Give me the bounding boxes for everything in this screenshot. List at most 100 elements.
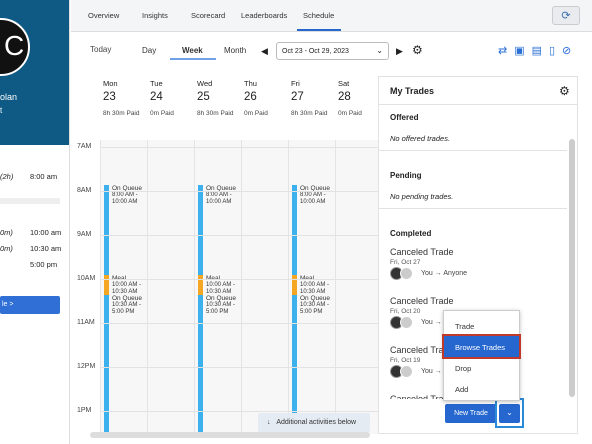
- event-title: Meal: [300, 275, 335, 282]
- event[interactable]: On Queue 8:00 AM - 10:00 AM: [104, 185, 147, 275]
- event-bar: [104, 185, 109, 275]
- event-time: 8:00 AM - 10:00 AM: [112, 192, 138, 205]
- nav-tab[interactable]: Scorecard: [191, 11, 226, 20]
- col-line: [241, 140, 242, 434]
- progress: [0, 198, 60, 204]
- view-tab[interactable]: Day: [142, 46, 157, 55]
- nav-tab[interactable]: Schedule: [303, 11, 335, 20]
- trades-settings[interactable]: ⚙: [559, 84, 570, 98]
- divider: [379, 208, 567, 209]
- row-label: 0m): [0, 244, 13, 253]
- menu-item[interactable]: Browse Trades: [442, 334, 521, 359]
- event[interactable]: On Queue 10:30 AM - 5:00 PM: [198, 295, 241, 435]
- hour-label: 12PM: [77, 363, 96, 370]
- day-paid: 8h 30m Paid: [197, 110, 234, 117]
- hour-line: [100, 235, 382, 236]
- event-time: 8:00 AM - 10:00 AM: [206, 192, 232, 205]
- day-paid: 8h 30m Paid: [291, 110, 328, 117]
- day-name: Tue: [150, 79, 163, 88]
- hour-label: 7AM: [77, 143, 92, 150]
- more-button[interactable]: ↓ Additional activities below: [258, 413, 370, 432]
- event-bar: [292, 275, 297, 295]
- today-button[interactable]: Today: [90, 45, 112, 54]
- dropdown-toggle[interactable]: ⌄: [499, 404, 520, 423]
- event[interactable]: Meal10:00 AM - 10:30 AM: [292, 275, 335, 295]
- day-date: 26: [244, 91, 257, 103]
- hour-label: 11AM: [77, 319, 95, 326]
- row-time: 10:30 am: [30, 244, 62, 253]
- event-title: Meal: [112, 275, 147, 282]
- day-paid: 0m Paid: [338, 110, 362, 117]
- profile-role: t: [0, 106, 3, 115]
- date-range[interactable]: Oct 23 - Oct 29, 2023 ⌄: [276, 42, 389, 60]
- menu-item[interactable]: Add: [455, 385, 469, 394]
- day-paid: 8h 30m Paid: [103, 110, 140, 117]
- profile-name: olan: [0, 92, 18, 102]
- menu-item[interactable]: Trade: [455, 322, 475, 331]
- hour-label: 8AM: [77, 187, 92, 194]
- day-date: 27: [291, 91, 304, 103]
- refresh-button[interactable]: ⟳: [552, 6, 580, 25]
- event-time: 10:30 AM - 5:00 PM: [300, 302, 330, 315]
- section-heading: Offered: [390, 113, 419, 122]
- event-bar: [198, 185, 203, 275]
- event[interactable]: Meal10:00 AM - 10:30 AM: [198, 275, 241, 295]
- schedule-button[interactable]: le >: [0, 296, 60, 314]
- col-line: [194, 140, 195, 434]
- event[interactable]: On Queue 8:00 AM - 10:00 AM: [292, 185, 335, 275]
- event[interactable]: On Queue 8:00 AM - 10:00 AM: [198, 185, 241, 275]
- view-tab[interactable]: Week: [182, 46, 203, 55]
- empty-text: No pending trades.: [390, 192, 454, 201]
- prev-button[interactable]: ◀: [261, 46, 268, 56]
- trade-title: Canceled Trade: [390, 345, 454, 355]
- new-trade-button[interactable]: New Trade: [445, 404, 497, 423]
- view-tab[interactable]: Month: [224, 46, 247, 55]
- hour-label: 10AM: [77, 275, 96, 282]
- event-time: 8:00 AM - 10:00 AM: [300, 192, 326, 205]
- event-time: 10:00 AM - 10:30 AM: [112, 282, 142, 295]
- divider: [379, 104, 577, 105]
- day-name: Mon: [103, 79, 118, 88]
- date-range-text: Oct 23 - Oct 29, 2023: [282, 48, 349, 55]
- trades-title: My Trades: [390, 86, 435, 96]
- event-title: On Queue: [206, 295, 236, 302]
- event-time: 10:00 AM - 10:30 AM: [300, 282, 330, 295]
- event-bar: [198, 275, 203, 295]
- avatar: [400, 267, 413, 280]
- toolbar-icons[interactable]: ⇄▣▤▯⊘: [498, 45, 579, 57]
- event-bar: [292, 295, 297, 435]
- nav-tab[interactable]: Overview: [88, 11, 120, 20]
- day-name: Wed: [197, 79, 213, 88]
- event-title: On Queue: [112, 185, 142, 192]
- event[interactable]: Meal10:00 AM - 10:30 AM: [104, 275, 147, 295]
- event-bar: [198, 295, 203, 435]
- hour-line: [100, 323, 382, 324]
- view-underline: [170, 58, 216, 60]
- empty-text: No offered trades.: [390, 134, 451, 143]
- day-name: Fri: [291, 79, 300, 88]
- trade-date: Fri, Oct 19: [390, 357, 421, 364]
- dropdown-menu: Trade Browse Trades Drop Add: [442, 310, 521, 401]
- hour-line: [100, 279, 382, 280]
- event-title: On Queue: [300, 295, 330, 302]
- row-time: 8:00 am: [30, 172, 58, 181]
- avatar: [400, 316, 413, 329]
- menu-item[interactable]: Drop: [455, 364, 472, 373]
- event-title: On Queue: [300, 185, 330, 192]
- day-name: Sat: [338, 79, 350, 88]
- event-time: 10:30 AM - 5:00 PM: [206, 302, 236, 315]
- event-bar: [104, 275, 109, 295]
- event[interactable]: On Queue 10:30 AM - 5:00 PM: [292, 295, 335, 435]
- trade-date: Fri, Oct 20: [390, 308, 421, 315]
- v-scrollbar: [569, 139, 575, 397]
- event-time: 10:30 AM - 5:00 PM: [112, 302, 142, 315]
- event[interactable]: On Queue 10:30 AM - 5:00 PM: [104, 295, 147, 435]
- event-title: Meal: [206, 275, 241, 282]
- settings-button[interactable]: ⚙: [412, 43, 423, 57]
- nav-tab[interactable]: Leaderboards: [241, 11, 288, 20]
- next-button[interactable]: ▶: [396, 46, 403, 56]
- avatar: [400, 365, 413, 378]
- day-date: 23: [103, 91, 116, 103]
- nav-tab[interactable]: Insights: [142, 11, 168, 20]
